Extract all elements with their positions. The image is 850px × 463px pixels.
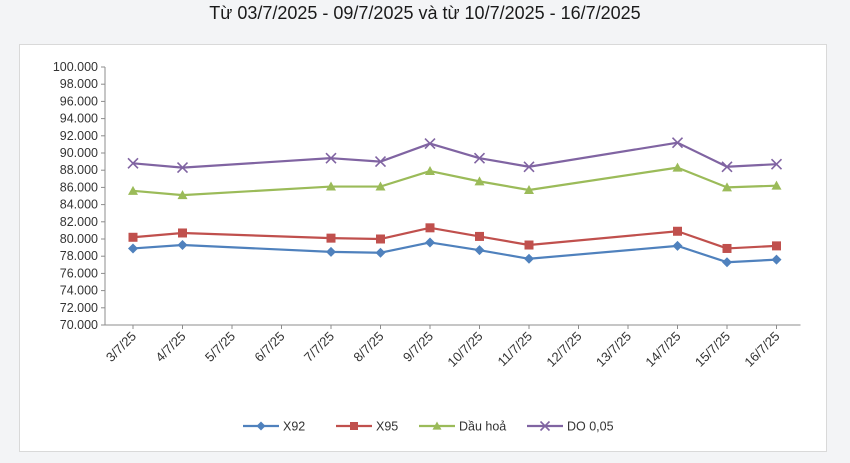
y-tick-label: 86.000	[60, 180, 98, 194]
data-point-do-0-05	[374, 156, 387, 168]
data-point-x95	[376, 234, 385, 244]
legend-marker-d-u-ho-	[432, 421, 442, 430]
data-point-d-u-ho-	[474, 176, 485, 186]
data-point-x92	[425, 237, 435, 248]
x-tick-label: 14/7/25	[642, 329, 683, 370]
data-point-x95	[524, 240, 534, 250]
page-title: Từ 03/7/2025 - 09/7/2025 và từ 10/7/2025…	[209, 3, 641, 23]
data-point-do-0-05	[127, 157, 139, 169]
x-tick-label: 5/7/25	[202, 329, 238, 365]
data-point-x92	[524, 253, 534, 264]
y-tick-label: 78.000	[60, 249, 98, 263]
data-point-do-0-05	[176, 162, 189, 174]
data-point-x95	[475, 231, 484, 241]
data-point-d-u-ho-	[128, 185, 138, 195]
data-point-do-0-05	[671, 137, 684, 149]
x-tick-label: 10/7/25	[444, 329, 485, 370]
data-point-x95	[425, 223, 435, 233]
legend-marker-x92	[256, 421, 266, 431]
x-tick-label: 11/7/25	[495, 329, 536, 370]
data-point-x92	[177, 240, 188, 251]
legend-label-d-u-ho-: Dầu hoả	[459, 420, 506, 434]
y-tick-label: 94.000	[60, 112, 98, 126]
data-point-do-0-05	[523, 161, 535, 173]
series-line-x92	[132, 241, 777, 264]
data-point-do-0-05	[770, 158, 783, 170]
data-point-d-u-ho-	[524, 184, 534, 194]
series-line-x95	[132, 226, 777, 250]
data-point-d-u-ho-	[326, 181, 336, 191]
x-tick-label: 13/7/25	[593, 329, 634, 370]
x-tick-label: 3/7/25	[103, 329, 139, 365]
y-tick-label: 82.000	[60, 215, 98, 229]
data-point-d-u-ho-	[672, 162, 683, 172]
x-tick-label: 12/7/25	[543, 329, 584, 370]
y-tick-label: 76.000	[60, 266, 98, 280]
data-point-x92	[771, 254, 782, 265]
data-point-do-0-05	[721, 161, 733, 173]
x-tick-label: 8/7/25	[350, 329, 386, 365]
x-tick-label: 7/7/25	[301, 329, 337, 365]
y-tick-label: 100.000	[53, 60, 98, 74]
legend-label-x92: X92	[283, 420, 305, 434]
legend-label-do-0-05: DO 0,05	[567, 420, 614, 434]
data-point-x92	[672, 240, 683, 251]
data-point-x95	[772, 241, 781, 251]
x-tick-label: 15/7/25	[692, 329, 733, 370]
x-tick-label: 6/7/25	[251, 329, 287, 365]
y-tick-label: 92.000	[60, 129, 98, 143]
data-point-d-u-ho-	[722, 182, 732, 192]
x-tick-label: 16/7/25	[741, 329, 782, 370]
data-point-do-0-05	[325, 152, 337, 164]
y-tick-label: 96.000	[60, 94, 98, 108]
legend-marker-do-0-05	[539, 420, 551, 432]
data-point-d-u-ho-	[771, 180, 782, 190]
data-point-x92	[326, 246, 336, 257]
data-point-x95	[128, 232, 138, 242]
data-point-do-0-05	[424, 137, 436, 150]
data-point-x92	[128, 243, 138, 254]
data-point-d-u-ho-	[375, 181, 386, 191]
data-point-x92	[474, 245, 485, 256]
data-point-d-u-ho-	[425, 166, 435, 176]
y-tick-label: 72.000	[60, 301, 98, 315]
series-line-do-0-05	[132, 141, 777, 169]
legend-label-x95: X95	[376, 420, 398, 434]
x-tick-label: 9/7/25	[400, 329, 436, 365]
data-point-x95	[178, 228, 187, 238]
data-point-x95	[722, 243, 732, 253]
y-tick-label: 88.000	[60, 163, 98, 177]
x-tick-label: 4/7/25	[152, 329, 188, 365]
y-tick-label: 84.000	[60, 198, 98, 212]
y-tick-label: 70.000	[60, 318, 98, 332]
data-point-x95	[673, 226, 682, 236]
y-tick-label: 98.000	[60, 77, 98, 91]
data-point-do-0-05	[473, 152, 486, 164]
y-tick-label: 80.000	[60, 232, 98, 246]
y-tick-label: 74.000	[60, 284, 98, 298]
series-line-d-u-ho-	[132, 166, 777, 197]
data-point-x92	[375, 247, 386, 258]
data-point-x95	[326, 233, 336, 243]
legend-marker-x95	[350, 422, 358, 430]
data-point-x92	[722, 257, 732, 268]
data-point-d-u-ho-	[177, 190, 188, 200]
y-tick-label: 90.000	[60, 146, 98, 160]
